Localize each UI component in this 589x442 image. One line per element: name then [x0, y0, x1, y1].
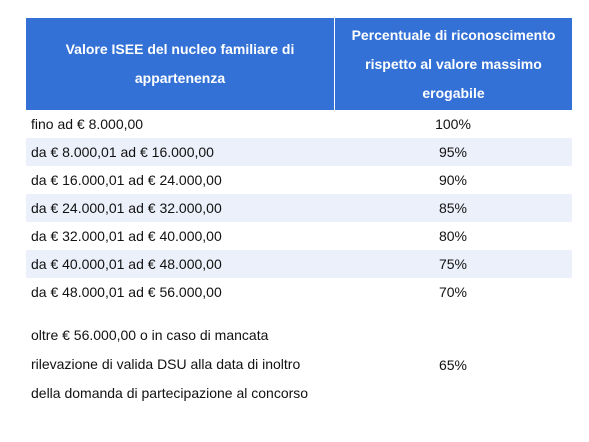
table-row: oltre € 56.000,00 o in caso di mancata r…: [26, 306, 572, 423]
percentage-value: 85%: [438, 200, 468, 216]
percentage-value: 90%: [438, 172, 468, 188]
table-row: fino ad € 8.000,00 100%: [26, 110, 572, 138]
table-row: da € 48.000,01 ad € 56.000,00 70%: [26, 278, 572, 306]
header-percentage: Percentuale di riconoscimento rispetto a…: [334, 18, 572, 110]
table-row: da € 24.000,01 ad € 32.000,00 85%: [26, 194, 572, 222]
isee-range: da € 32.000,01 ad € 40.000,00: [31, 228, 222, 244]
table-row: da € 32.000,01 ad € 40.000,00 80%: [26, 222, 572, 250]
percentage-value: 65%: [438, 356, 468, 373]
isee-range: da € 40.000,01 ad € 48.000,00: [31, 256, 222, 272]
isee-range: da € 16.000,01 ad € 24.000,00: [31, 172, 222, 188]
percentage-value: 100%: [435, 116, 471, 132]
table-row: da € 8.000,01 ad € 16.000,00 95%: [26, 138, 572, 166]
header-isee-value: Valore ISEE del nucleo familiare di appa…: [26, 18, 334, 110]
table-header: Valore ISEE del nucleo familiare di appa…: [26, 18, 572, 110]
percentage-value: 75%: [438, 256, 468, 272]
percentage-value: 80%: [438, 228, 468, 244]
isee-range: da € 24.000,01 ad € 32.000,00: [31, 200, 222, 216]
isee-range: fino ad € 8.000,00: [31, 116, 144, 132]
header-isee-value-label: Valore ISEE del nucleo familiare di appa…: [65, 41, 295, 86]
isee-range: da € 48.000,01 ad € 56.000,00: [31, 284, 222, 300]
percentage-value: 95%: [438, 144, 468, 160]
table-row: da € 40.000,01 ad € 48.000,00 75%: [26, 250, 572, 278]
isee-table: Valore ISEE del nucleo familiare di appa…: [26, 18, 572, 423]
table-row: da € 16.000,01 ad € 24.000,00 90%: [26, 166, 572, 194]
header-percentage-label: Percentuale di riconoscimento rispetto a…: [351, 26, 556, 101]
isee-range: oltre € 56.000,00 o in caso di mancata r…: [31, 327, 309, 401]
percentage-value: 70%: [438, 284, 468, 300]
isee-range: da € 8.000,01 ad € 16.000,00: [31, 144, 214, 160]
